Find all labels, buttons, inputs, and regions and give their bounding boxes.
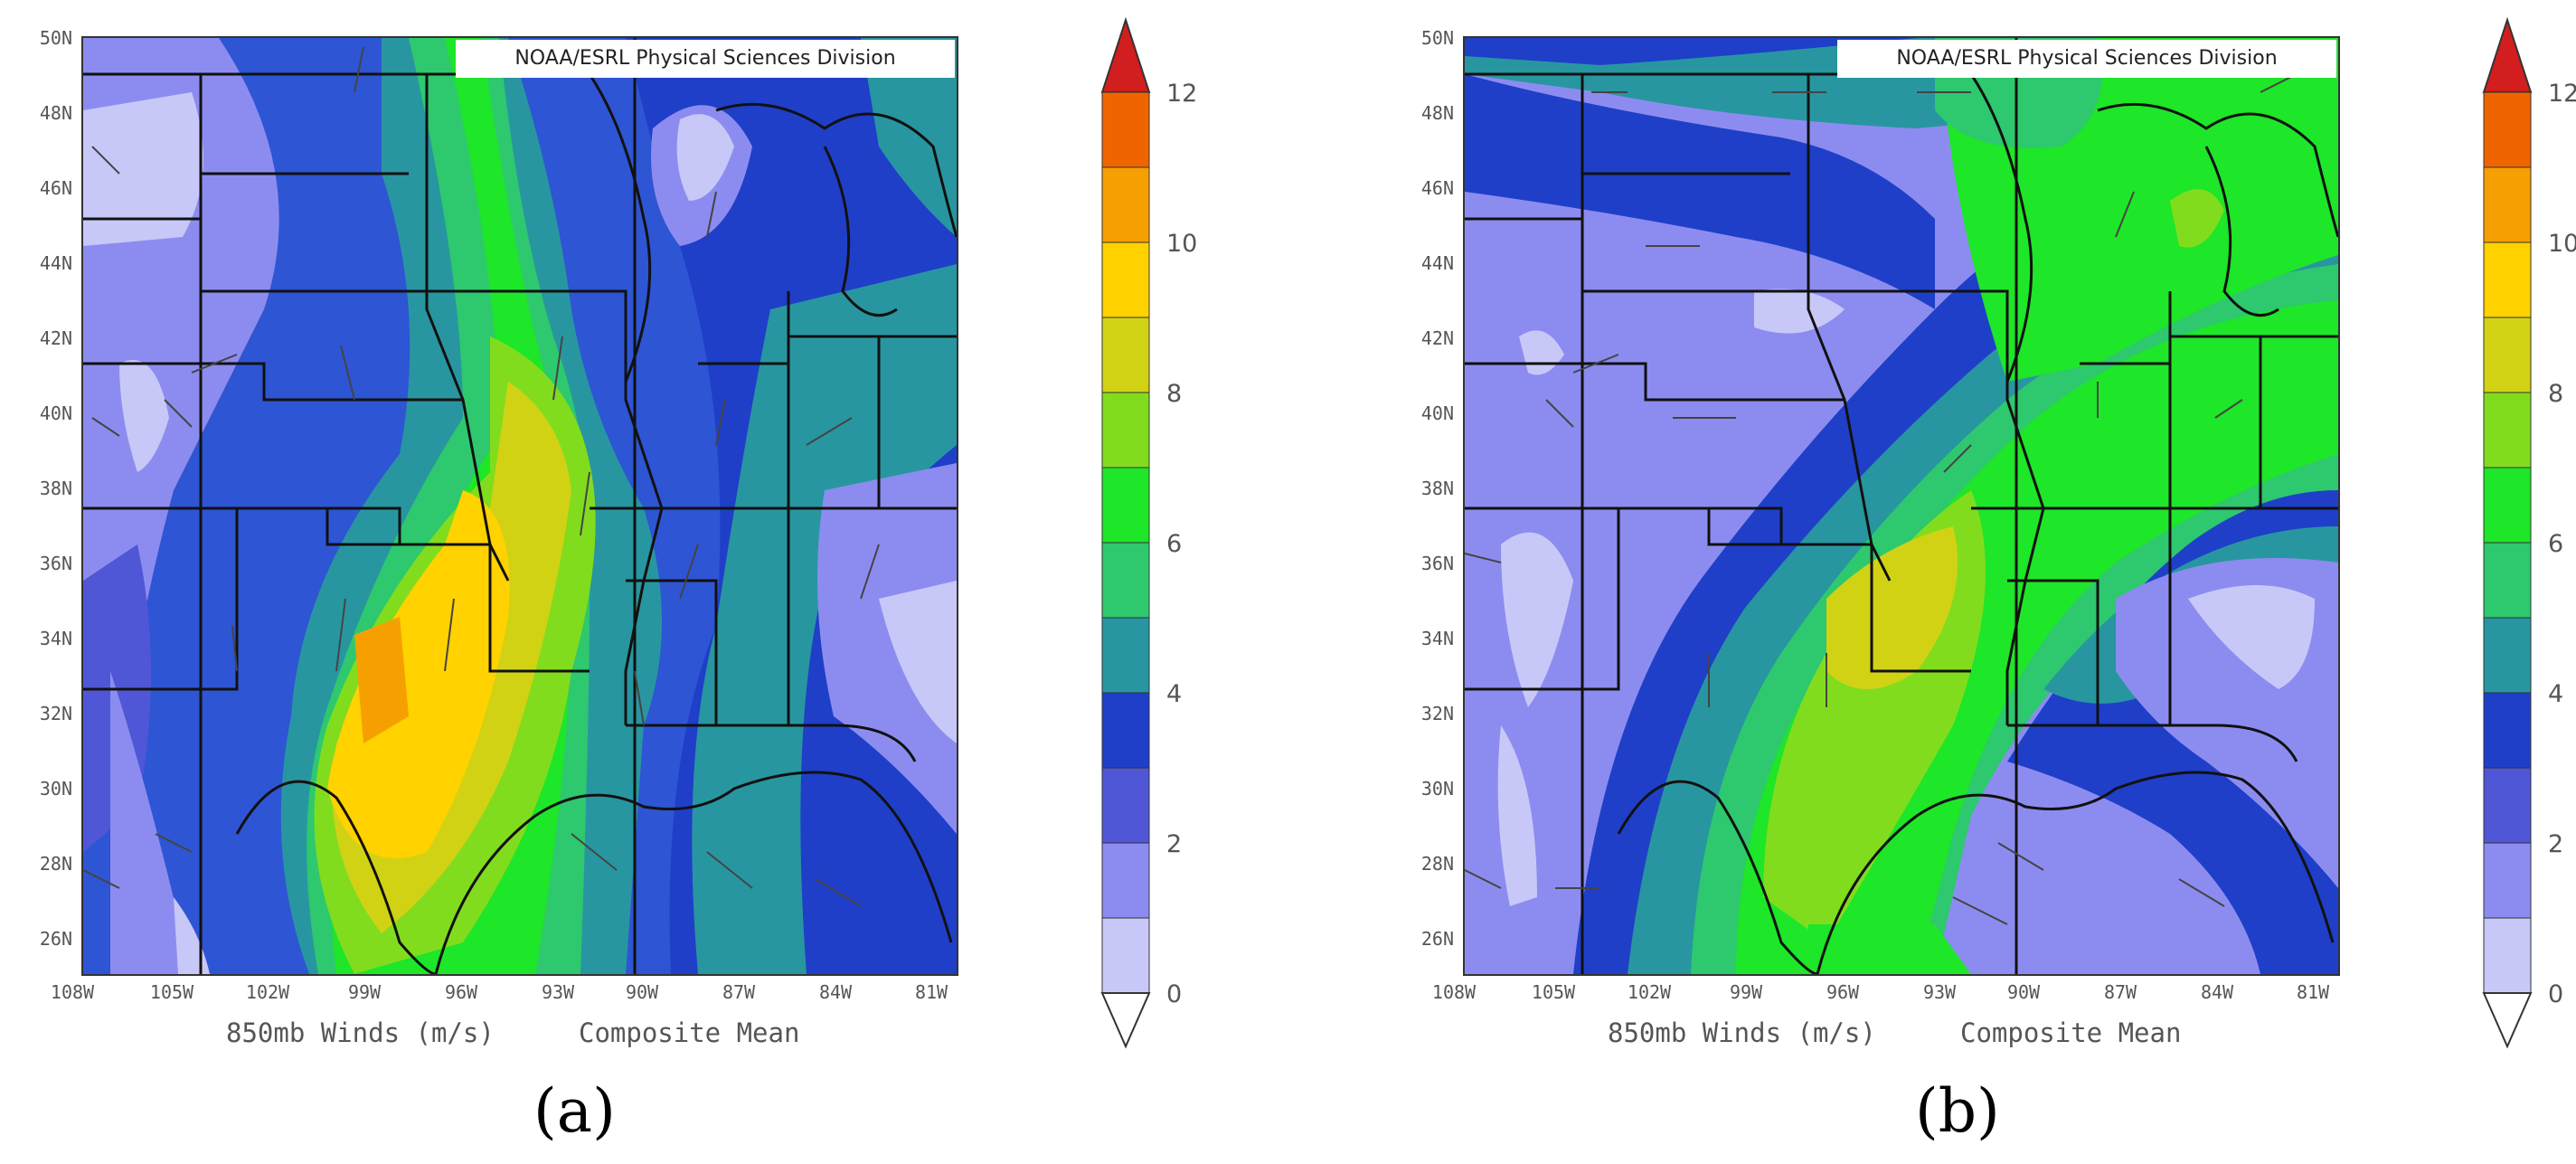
lon-tick: 87W (722, 981, 756, 1003)
lat-tick: 46N (1420, 177, 1454, 199)
stat-caption: Composite Mean (579, 1017, 800, 1048)
colorbar-tick: 10 (1166, 230, 1198, 258)
lat-tick: 32N (39, 703, 72, 724)
lon-tick: 84W (818, 981, 853, 1003)
lat-tick: 30N (1420, 778, 1454, 800)
wind-map-a: NOAA/ESRL Physical Sciences Division (81, 36, 958, 976)
lon-tick: 93W (541, 981, 575, 1003)
colorbar-tick: 2 (2548, 830, 2564, 858)
lat-tick: 38N (1420, 478, 1454, 499)
lon-tick: 81W (914, 981, 948, 1003)
panel-label: (a) (533, 1076, 616, 1146)
lat-tick: 48N (39, 102, 72, 124)
colorbar-tick: 6 (1166, 530, 1183, 558)
lon-tick: 84W (2200, 981, 2234, 1003)
lat-tick: 36N (1420, 553, 1454, 574)
panel-a: NOAA/ESRL Physical Sciences Division 50N… (39, 11, 1198, 1146)
lat-tick: 48N (1420, 102, 1454, 124)
panel-label: (b) (1915, 1076, 2000, 1146)
lat-tick: 32N (1420, 703, 1454, 724)
lat-tick: 40N (39, 402, 72, 424)
colorbar-tick: 0 (1166, 980, 1183, 1008)
data-source-credit: NOAA/ESRL Physical Sciences Division (1837, 40, 2336, 78)
lat-tick: 34N (1420, 628, 1454, 649)
stat-caption: Composite Mean (1960, 1017, 2182, 1048)
wind-contour-map-a (83, 38, 957, 974)
lat-tick: 44N (1420, 252, 1454, 274)
lon-tick: 81W (2296, 981, 2330, 1003)
variable-caption: 850mb Winds (m/s) (1608, 1017, 1876, 1048)
lon-tick: 96W (1826, 981, 1860, 1003)
data-source-credit: NOAA/ESRL Physical Sciences Division (456, 40, 955, 78)
lat-tick: 40N (1420, 402, 1454, 424)
colorbar-tick: 6 (2548, 530, 2564, 558)
lat-tick: 42N (1420, 327, 1454, 349)
colorbar-tick: 8 (1166, 380, 1183, 408)
lon-tick: 105W (149, 981, 194, 1003)
colorbar-tick: 12 (1166, 80, 1198, 108)
lat-tick: 50N (1420, 27, 1454, 49)
lat-tick: 46N (39, 177, 72, 199)
lat-tick: 28N (1420, 853, 1454, 875)
lat-tick: 36N (39, 553, 72, 574)
wind-contour-map-b (1465, 38, 2338, 974)
lat-tick: 34N (39, 628, 72, 649)
lon-tick: 108W (1431, 981, 1477, 1003)
colorbar-tick: 4 (1166, 680, 1183, 708)
lat-tick: 50N (39, 27, 72, 49)
wind-map-b: NOAA/ESRL Physical Sciences Division (1463, 36, 2340, 976)
lat-tick: 26N (1420, 928, 1454, 950)
colorbar-tick: 4 (2548, 680, 2564, 708)
lat-tick: 38N (39, 478, 72, 499)
colorbar-tick: 12 (2548, 80, 2576, 108)
lat-tick: 44N (39, 252, 72, 274)
lon-tick: 90W (625, 981, 659, 1003)
lat-tick: 26N (39, 928, 72, 950)
lat-tick: 30N (39, 778, 72, 800)
lon-tick: 102W (245, 981, 290, 1003)
lat-tick: 28N (39, 853, 72, 875)
lon-tick: 105W (1531, 981, 1576, 1003)
colorbar-b (2480, 11, 2534, 1051)
variable-caption: 850mb Winds (m/s) (226, 1017, 495, 1048)
lon-tick: 99W (1729, 981, 1763, 1003)
lon-tick: 96W (444, 981, 478, 1003)
lon-tick: 90W (2006, 981, 2041, 1003)
lat-tick: 42N (39, 327, 72, 349)
colorbar-tick: 0 (2548, 980, 2564, 1008)
colorbar-tick: 10 (2548, 230, 2576, 258)
lon-tick: 93W (1922, 981, 1957, 1003)
lon-tick: 102W (1627, 981, 1672, 1003)
lon-tick: 108W (50, 981, 95, 1003)
colorbar-tick: 2 (1166, 830, 1183, 858)
lon-tick: 99W (347, 981, 382, 1003)
colorbar-tick: 8 (2548, 380, 2564, 408)
colorbar-a (1099, 11, 1153, 1051)
panel-b: NOAA/ESRL Physical Sciences Division 50N… (1382, 0, 2576, 1164)
lon-tick: 87W (2103, 981, 2137, 1003)
